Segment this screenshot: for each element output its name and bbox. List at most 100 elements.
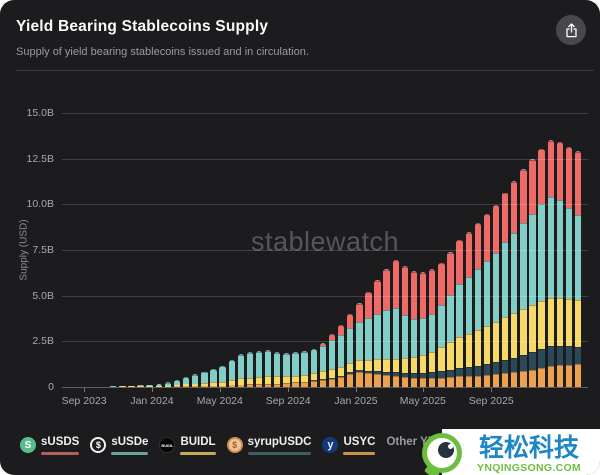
bar-segment bbox=[565, 147, 573, 208]
bar-segment bbox=[365, 370, 372, 374]
bar[interactable] bbox=[228, 359, 235, 387]
bar-segment bbox=[392, 372, 399, 377]
bar-segment bbox=[492, 204, 500, 206]
bar[interactable] bbox=[110, 385, 117, 387]
bar-segment bbox=[337, 334, 345, 367]
bar[interactable] bbox=[210, 368, 217, 387]
bar[interactable] bbox=[337, 324, 345, 387]
legend-item-syrupusdc[interactable]: $ syrupUSDC bbox=[226, 436, 312, 455]
bar[interactable] bbox=[483, 213, 491, 387]
bar[interactable] bbox=[319, 343, 327, 387]
bar-segment bbox=[383, 375, 390, 387]
bar-segment bbox=[201, 371, 208, 384]
bar[interactable] bbox=[155, 383, 162, 387]
gridline bbox=[62, 250, 588, 251]
bar-segment bbox=[401, 376, 409, 387]
bar[interactable] bbox=[328, 334, 336, 387]
bar[interactable] bbox=[401, 266, 409, 387]
legend-item-susde[interactable]: $ sUSDe bbox=[90, 436, 149, 455]
bar[interactable] bbox=[301, 351, 308, 387]
bar[interactable] bbox=[538, 148, 545, 387]
bar[interactable] bbox=[292, 352, 299, 387]
bar[interactable] bbox=[511, 180, 518, 387]
bar[interactable] bbox=[474, 222, 481, 387]
bar-segment bbox=[356, 303, 363, 322]
bar[interactable] bbox=[283, 353, 290, 387]
bar-segment bbox=[328, 334, 336, 341]
bar[interactable] bbox=[173, 379, 181, 387]
legend-underline bbox=[111, 452, 149, 455]
bar[interactable] bbox=[264, 350, 272, 387]
bar[interactable] bbox=[419, 272, 427, 387]
bar[interactable] bbox=[492, 204, 500, 387]
bar[interactable] bbox=[392, 259, 399, 387]
bar-segment bbox=[474, 375, 481, 387]
bar[interactable] bbox=[565, 146, 573, 387]
bar[interactable] bbox=[182, 377, 190, 387]
bar-segment bbox=[492, 374, 500, 387]
bar[interactable] bbox=[574, 151, 582, 387]
bar-segment bbox=[410, 377, 418, 387]
bar-segment bbox=[264, 384, 272, 387]
bar[interactable] bbox=[137, 385, 144, 387]
bar-segment bbox=[365, 292, 372, 318]
bar[interactable] bbox=[146, 384, 153, 387]
bar[interactable] bbox=[520, 169, 527, 387]
bar[interactable] bbox=[310, 348, 317, 387]
bar-segment bbox=[574, 347, 582, 365]
bar[interactable] bbox=[383, 269, 390, 387]
bar[interactable] bbox=[410, 271, 418, 387]
bar-segment bbox=[347, 328, 354, 363]
share-button[interactable] bbox=[556, 15, 586, 45]
bar[interactable] bbox=[274, 352, 281, 387]
bar[interactable] bbox=[246, 352, 254, 387]
bar[interactable] bbox=[465, 232, 472, 387]
bar[interactable] bbox=[347, 313, 354, 387]
x-tick-label: May 2024 bbox=[196, 395, 243, 407]
bar[interactable] bbox=[237, 354, 244, 387]
bar[interactable] bbox=[219, 366, 226, 387]
bar-segment bbox=[465, 334, 472, 367]
bar-segment bbox=[301, 381, 308, 387]
bar[interactable] bbox=[429, 269, 436, 387]
bar-segment bbox=[492, 362, 500, 375]
bar-segment bbox=[474, 222, 481, 224]
bar-segment bbox=[365, 373, 372, 387]
bar[interactable] bbox=[456, 239, 463, 387]
bar-segment bbox=[547, 366, 554, 387]
bar[interactable] bbox=[192, 374, 199, 387]
legend-label-group: USYC bbox=[343, 436, 376, 455]
x-tick-label: Jan 2025 bbox=[334, 395, 378, 407]
bar[interactable] bbox=[356, 303, 363, 387]
bar-segment bbox=[383, 359, 390, 372]
bar-segment bbox=[410, 373, 418, 378]
bar-segment bbox=[419, 373, 427, 379]
bar-segment bbox=[547, 140, 554, 141]
bar-segment bbox=[210, 382, 217, 386]
bar[interactable] bbox=[438, 262, 445, 387]
bar[interactable] bbox=[119, 385, 126, 387]
bar-segment bbox=[192, 374, 199, 384]
bar[interactable] bbox=[365, 291, 372, 387]
legend-item-usyc[interactable]: y USYC bbox=[322, 436, 376, 455]
bar[interactable] bbox=[447, 252, 454, 387]
bar[interactable] bbox=[374, 280, 381, 387]
bar[interactable] bbox=[529, 159, 536, 387]
bar-segment bbox=[337, 366, 345, 376]
bar-segment bbox=[547, 346, 554, 366]
legend-item-buidl[interactable]: BUIDL BUIDL bbox=[159, 436, 216, 455]
bar[interactable] bbox=[128, 385, 135, 387]
bar[interactable] bbox=[255, 351, 263, 387]
bar[interactable] bbox=[547, 140, 554, 387]
bar[interactable] bbox=[164, 382, 172, 387]
bar-segment bbox=[192, 383, 199, 387]
bar[interactable] bbox=[556, 141, 564, 387]
bar-segment bbox=[155, 384, 162, 386]
bar-segment bbox=[310, 349, 317, 374]
bar-segment bbox=[529, 369, 536, 387]
bar[interactable] bbox=[501, 192, 509, 387]
gridline bbox=[62, 113, 588, 114]
bar[interactable] bbox=[201, 371, 208, 387]
